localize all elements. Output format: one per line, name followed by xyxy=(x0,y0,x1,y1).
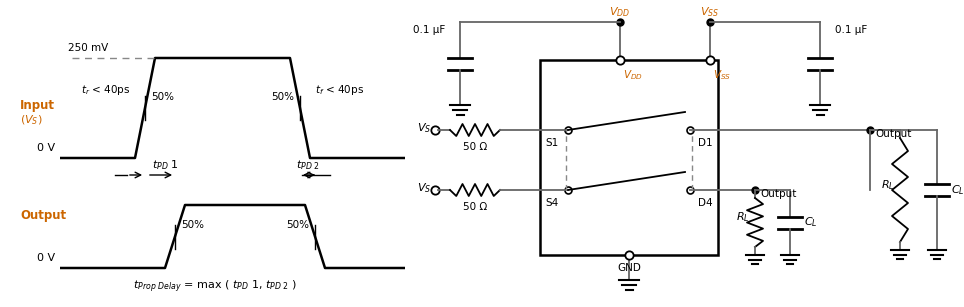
Text: $V_S$: $V_S$ xyxy=(416,121,431,135)
Text: $C_L$: $C_L$ xyxy=(804,216,817,229)
Text: $t_{PD}$ 1: $t_{PD}$ 1 xyxy=(151,158,178,172)
Text: Input: Input xyxy=(20,99,55,111)
Text: Output: Output xyxy=(875,129,911,139)
Text: 0.1 µF: 0.1 µF xyxy=(413,25,445,35)
Text: 0 V: 0 V xyxy=(37,253,55,263)
Text: 50%: 50% xyxy=(286,220,309,231)
Text: $V_{DD}$: $V_{DD}$ xyxy=(609,5,630,19)
Text: 0 V: 0 V xyxy=(37,143,55,153)
Bar xyxy=(540,60,718,255)
Text: $V_{DD}$: $V_{DD}$ xyxy=(623,68,643,82)
Text: $t_{PD\ 2}$: $t_{PD\ 2}$ xyxy=(296,158,319,172)
Text: 0.1 µF: 0.1 µF xyxy=(835,25,868,35)
Text: Output: Output xyxy=(20,208,67,221)
Text: $V_{SS}$: $V_{SS}$ xyxy=(701,5,719,19)
Text: $C_L$: $C_L$ xyxy=(951,183,964,197)
Text: 50%: 50% xyxy=(271,92,294,102)
Text: S1: S1 xyxy=(545,138,558,148)
Text: $R_L$: $R_L$ xyxy=(736,211,750,224)
Text: $t_r$ < 40ps: $t_r$ < 40ps xyxy=(81,83,130,97)
Text: 50%: 50% xyxy=(151,92,174,102)
Text: D1: D1 xyxy=(698,138,713,148)
Text: 250 mV: 250 mV xyxy=(68,43,108,53)
Text: GND: GND xyxy=(617,263,641,273)
Text: $V_S$: $V_S$ xyxy=(416,181,431,195)
Text: $V_{SS}$: $V_{SS}$ xyxy=(713,68,731,82)
Text: D4: D4 xyxy=(698,198,713,208)
Text: $t_{Prop\ Delay}$ = max ( $t_{PD}$ 1, $t_{PD\ 2}$ ): $t_{Prop\ Delay}$ = max ( $t_{PD}$ 1, $t… xyxy=(133,278,297,295)
Text: $R_L$: $R_L$ xyxy=(881,178,895,192)
Text: 50 Ω: 50 Ω xyxy=(463,202,487,212)
Text: Output: Output xyxy=(760,189,796,199)
Text: 50%: 50% xyxy=(181,220,204,231)
Text: S4: S4 xyxy=(545,198,558,208)
Text: ($V_S$): ($V_S$) xyxy=(20,113,42,127)
Text: 50 Ω: 50 Ω xyxy=(463,142,487,152)
Text: $t_f$ < 40ps: $t_f$ < 40ps xyxy=(315,83,364,97)
